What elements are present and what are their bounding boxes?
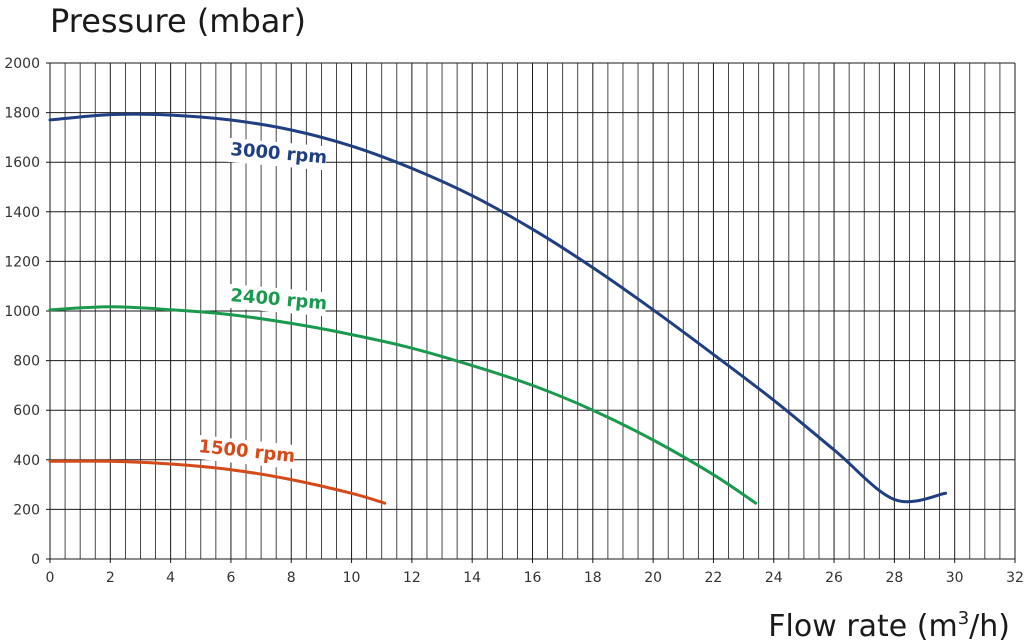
y-tick-label: 2000 bbox=[4, 56, 40, 72]
y-tick-label: 600 bbox=[13, 403, 40, 419]
x-tick-label: 28 bbox=[885, 570, 903, 586]
x-tick-label: 2 bbox=[106, 570, 115, 586]
series-lines bbox=[48, 112, 948, 505]
x-tick-label: 20 bbox=[644, 570, 662, 586]
y-tick-label: 800 bbox=[13, 354, 40, 370]
y-tick-label: 200 bbox=[13, 502, 40, 518]
x-tick-label: 6 bbox=[226, 570, 235, 586]
y-tick-label: 1600 bbox=[4, 155, 40, 171]
y-tick-label: 1400 bbox=[4, 205, 40, 221]
x-tick-label: 12 bbox=[403, 570, 421, 586]
x-tick-label: 32 bbox=[1006, 570, 1024, 586]
grid bbox=[46, 62, 1016, 563]
series-line-3000-rpm bbox=[48, 112, 948, 504]
series-label-background bbox=[225, 137, 328, 171]
series-label-group: 2400 rpm bbox=[225, 283, 328, 317]
series-label-group: 3000 rpm bbox=[225, 137, 328, 171]
x-axis-label: Flow rate (m3/h) bbox=[768, 608, 1010, 644]
y-tick-labels: 0 200 400 600 800 1000 1200 1400 1600 1800 2000 bbox=[4, 56, 40, 568]
x-tick-label: 16 bbox=[524, 570, 542, 586]
series-label: 3000 rpm bbox=[230, 139, 328, 168]
series-label-group: 1500 rpm bbox=[193, 434, 296, 469]
series-label: 2400 rpm bbox=[230, 285, 328, 314]
x-tick-label: 4 bbox=[166, 570, 175, 586]
series-label-background bbox=[193, 434, 296, 469]
x-tick-label: 0 bbox=[46, 570, 55, 586]
series-label-background bbox=[225, 283, 328, 317]
x-tick-labels: 0 2 4 6 8 10 12 14 16 18 20 22 24 26 28 30 32 bbox=[46, 570, 1024, 586]
x-tick-label: 24 bbox=[765, 570, 783, 586]
y-axis-label: Pressure (mbar) bbox=[50, 2, 306, 40]
y-tick-label: 1000 bbox=[4, 304, 40, 320]
x-tick-label: 22 bbox=[705, 570, 723, 586]
y-tick-label: 1200 bbox=[4, 254, 40, 270]
x-tick-label: 14 bbox=[463, 570, 481, 586]
y-tick-label: 0 bbox=[31, 552, 40, 568]
x-tick-label: 26 bbox=[825, 570, 843, 586]
x-tick-label: 18 bbox=[584, 570, 602, 586]
y-tick-label: 400 bbox=[13, 453, 40, 469]
series-line-1500-rpm bbox=[48, 459, 387, 505]
series-line-2400-rpm bbox=[48, 305, 758, 505]
y-tick-label: 1800 bbox=[4, 106, 40, 122]
x-tick-label: 10 bbox=[343, 570, 361, 586]
series-labels: 3000 rpm 2400 rpm 1500 rpm bbox=[193, 137, 328, 469]
x-tick-label: 30 bbox=[946, 570, 964, 586]
x-tick-label: 8 bbox=[287, 570, 296, 586]
